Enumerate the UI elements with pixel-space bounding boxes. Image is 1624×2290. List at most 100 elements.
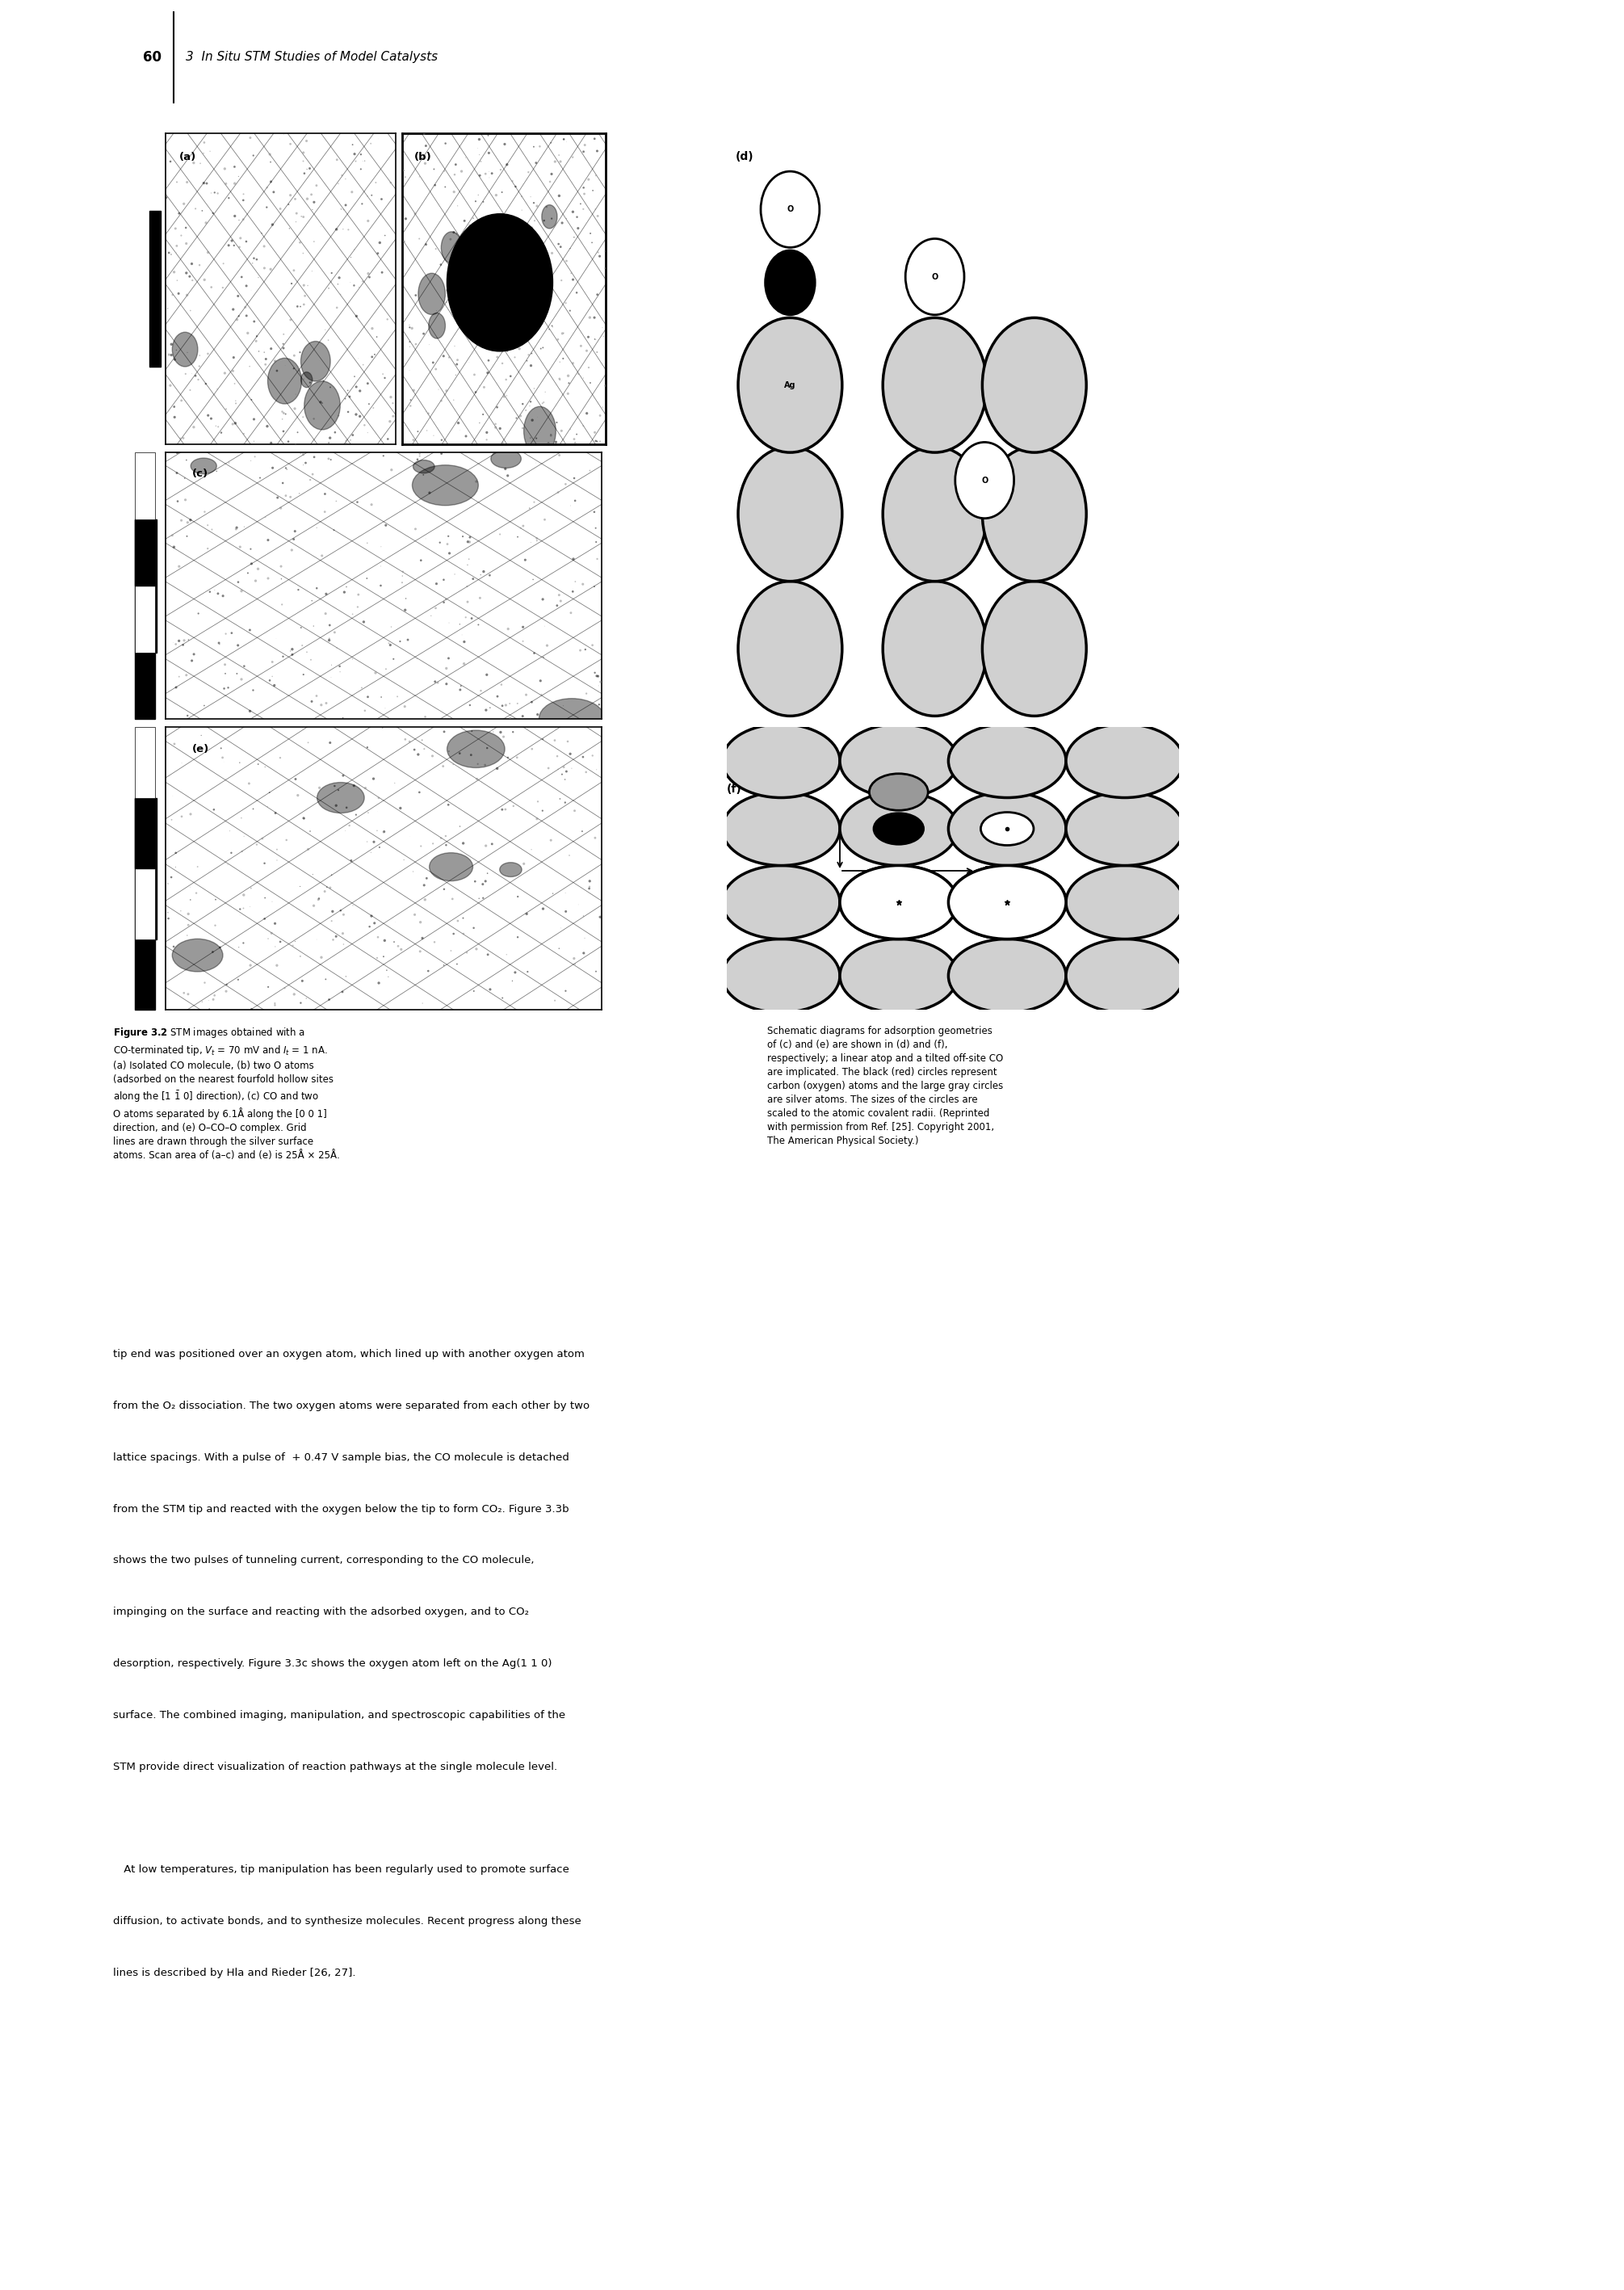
Point (432, 169, 458, 206)
Point (323, 918, 349, 955)
Point (222, 405, 248, 442)
Circle shape (723, 792, 840, 866)
Point (325, 165, 351, 202)
Point (590, 389, 615, 426)
Point (516, 490, 542, 527)
Point (469, 325, 495, 362)
Point (523, 419, 549, 456)
Text: [001]: [001] (984, 866, 1012, 877)
Point (477, 556, 503, 593)
Point (518, 831, 544, 868)
Point (474, 937, 500, 973)
Point (213, 646, 239, 682)
Point (560, 220, 586, 256)
Point (164, 483, 190, 520)
Point (422, 167, 448, 204)
Circle shape (429, 852, 473, 882)
Circle shape (983, 582, 1086, 717)
Point (549, 316, 575, 353)
Point (542, 424, 568, 460)
Point (481, 714, 507, 751)
Point (315, 270, 341, 307)
Point (205, 408, 231, 444)
Point (291, 199, 317, 236)
Point (372, 360, 398, 396)
Text: 3  In Situ STM Studies of Model Catalysts: 3 In Situ STM Studies of Model Catalysts (185, 50, 438, 64)
Text: lattice spacings. With a pulse of  + 0.47 V sample bias, the CO molecule is deta: lattice spacings. With a pulse of + 0.47… (114, 1452, 570, 1463)
Point (304, 921, 330, 957)
Point (281, 252, 307, 289)
Point (328, 190, 354, 227)
Point (568, 327, 594, 364)
Point (354, 179, 380, 215)
Point (307, 769, 333, 806)
Point (245, 259, 271, 295)
Point (562, 424, 588, 460)
Point (549, 756, 575, 792)
Point (237, 348, 263, 385)
Point (494, 362, 520, 398)
Point (193, 165, 219, 202)
Point (222, 385, 248, 421)
Point (175, 621, 201, 657)
Point (460, 712, 486, 749)
Point (310, 362, 336, 398)
Point (255, 788, 281, 824)
Point (299, 582, 325, 618)
Point (158, 236, 184, 273)
Point (525, 801, 551, 838)
Point (300, 440, 326, 476)
Point (190, 135, 216, 172)
Point (182, 357, 208, 394)
Point (588, 396, 614, 433)
Point (425, 664, 451, 701)
Point (216, 927, 242, 964)
Point (231, 202, 257, 238)
Point (354, 824, 380, 861)
Point (227, 744, 253, 781)
Point (253, 190, 279, 227)
Point (252, 250, 278, 286)
Point (255, 969, 281, 1005)
Text: Ag: Ag (784, 380, 796, 389)
Text: lines is described by Hla and Rieder [26, 27].: lines is described by Hla and Rieder [26… (114, 1967, 356, 1979)
Point (546, 179, 572, 215)
Point (577, 870, 603, 907)
Point (289, 627, 315, 664)
Point (291, 156, 317, 192)
Point (161, 529, 187, 566)
Point (185, 595, 211, 632)
Point (330, 158, 356, 195)
Point (172, 481, 198, 518)
Point (291, 398, 317, 435)
Point (158, 366, 184, 403)
Circle shape (490, 449, 521, 467)
Point (461, 973, 487, 1010)
Point (570, 190, 596, 227)
Point (159, 779, 185, 815)
Point (492, 451, 518, 488)
Text: from the O₂ dissociation. The two oxygen atoms were separated from each other by: from the O₂ dissociation. The two oxygen… (114, 1401, 590, 1411)
Point (570, 566, 596, 602)
Point (473, 863, 499, 900)
Point (291, 435, 317, 472)
Point (201, 792, 227, 829)
Point (325, 142, 351, 179)
Point (551, 341, 577, 378)
Point (555, 724, 581, 760)
Point (278, 302, 304, 339)
Point (283, 181, 309, 218)
Point (268, 490, 294, 527)
Point (370, 939, 396, 976)
Circle shape (412, 460, 435, 474)
Point (518, 334, 544, 371)
Point (529, 891, 555, 927)
Bar (135, 453, 154, 520)
Point (164, 165, 190, 202)
Point (177, 371, 203, 408)
Point (297, 641, 323, 678)
Point (354, 561, 380, 598)
Point (403, 325, 429, 362)
Point (270, 401, 296, 437)
Point (469, 252, 495, 289)
